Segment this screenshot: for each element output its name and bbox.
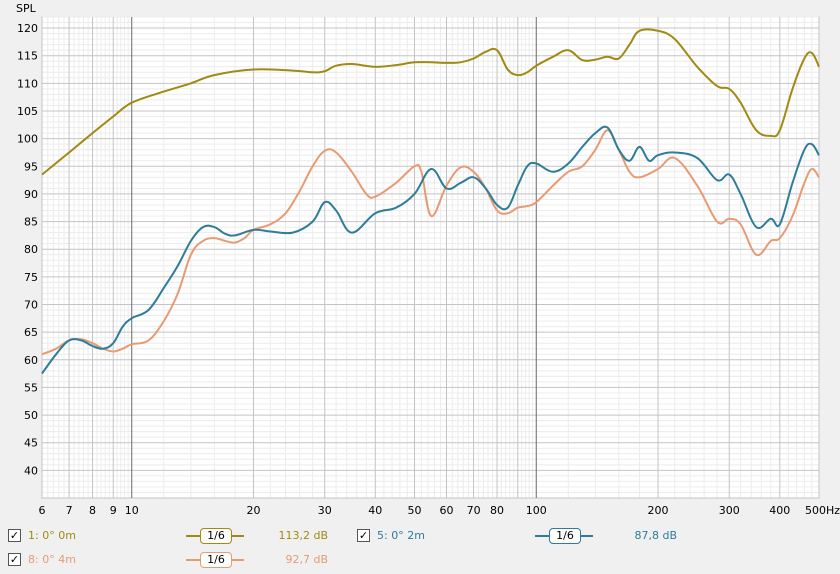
legend-value: 87,8 dB <box>634 529 677 542</box>
legend-line-swatch <box>230 559 244 561</box>
legend-label: 5: 0° 2m <box>377 529 425 542</box>
legend-line-swatch <box>230 535 244 537</box>
legend-label: 8: 0° 4m <box>28 553 76 566</box>
y-tick-label: 110 <box>17 77 38 90</box>
x-tick-label: 30 <box>318 504 332 517</box>
x-tick-label: 80 <box>490 504 504 517</box>
y-tick-label: 40 <box>24 464 38 477</box>
x-tick-label: 20 <box>247 504 261 517</box>
y-tick-label: 120 <box>17 22 38 35</box>
x-tick-label: 200 <box>648 504 669 517</box>
y-tick-label: 45 <box>24 437 38 450</box>
x-tick-label: 300 <box>719 504 740 517</box>
grid-minor <box>42 16 819 498</box>
y-tick-label: 50 <box>24 409 38 422</box>
legend-item: ✓ 8: 0° 4m 1/6 92,7 dB <box>8 550 348 570</box>
y-tick-labels: 40 45 50 55 60 65 70 75 80 85 90 95 100 105 110 115 120 <box>17 22 38 477</box>
legend-value: 113,2 dB <box>278 529 328 542</box>
x-tick-labels: 6 7 8 9 10 20 30 40 50 60 70 80 100 200 300 400 500Hz <box>39 504 840 517</box>
plot-area[interactable] <box>41 16 820 499</box>
legend-item: ✓ 5: 0° 2m 1/6 87,8 dB <box>357 526 697 546</box>
x-tick-label: 6 <box>39 504 46 517</box>
legend-line-swatch <box>186 535 202 537</box>
y-tick-label: 100 <box>17 133 38 146</box>
legend-line-swatch <box>535 535 551 537</box>
legend-value: 92,7 dB <box>285 553 328 566</box>
y-tick-label: 95 <box>24 160 38 173</box>
y-tick-label: 115 <box>17 50 38 63</box>
legend-checkbox[interactable]: ✓ <box>8 529 21 542</box>
y-tick-label: 85 <box>24 216 38 229</box>
x-tick-label: 10 <box>125 504 139 517</box>
x-tick-label: 8 <box>89 504 96 517</box>
y-tick-label: 55 <box>24 381 38 394</box>
x-tick-label: 100 <box>526 504 547 517</box>
smoothing-button[interactable]: 1/6 <box>200 552 232 568</box>
x-tick-label: 400 <box>769 504 790 517</box>
legend-checkbox[interactable]: ✓ <box>357 529 370 542</box>
legend-item: ✓ 1: 0° 0m 1/6 113,2 dB <box>8 526 348 546</box>
legend-line-swatch <box>579 535 593 537</box>
legend-line-swatch <box>186 559 202 561</box>
grid-major <box>41 17 820 499</box>
y-tick-label: 60 <box>24 354 38 367</box>
x-tick-label: 40 <box>368 504 382 517</box>
x-tick-label: 7 <box>66 504 73 517</box>
smoothing-button[interactable]: 1/6 <box>200 528 232 544</box>
y-tick-label: 70 <box>24 298 38 311</box>
x-tick-label: 500Hz <box>805 504 840 517</box>
legend-label: 1: 0° 0m <box>28 529 76 542</box>
y-axis-label: SPL <box>16 2 37 15</box>
series-line-1 <box>41 28 820 176</box>
y-tick-label: 90 <box>24 188 38 201</box>
x-tick-label: 60 <box>440 504 454 517</box>
legend-checkbox[interactable]: ✓ <box>8 553 21 566</box>
y-tick-label: 65 <box>24 326 38 339</box>
y-tick-label: 75 <box>24 271 38 284</box>
x-tick-label: 9 <box>110 504 117 517</box>
y-tick-label: 105 <box>17 105 38 118</box>
x-tick-label: 50 <box>407 504 421 517</box>
x-tick-label: 70 <box>467 504 481 517</box>
series-line-2 <box>41 125 820 375</box>
series-line-3 <box>41 129 820 356</box>
smoothing-button[interactable]: 1/6 <box>549 528 581 544</box>
series-layer <box>41 28 820 375</box>
y-tick-label: 80 <box>24 243 38 256</box>
